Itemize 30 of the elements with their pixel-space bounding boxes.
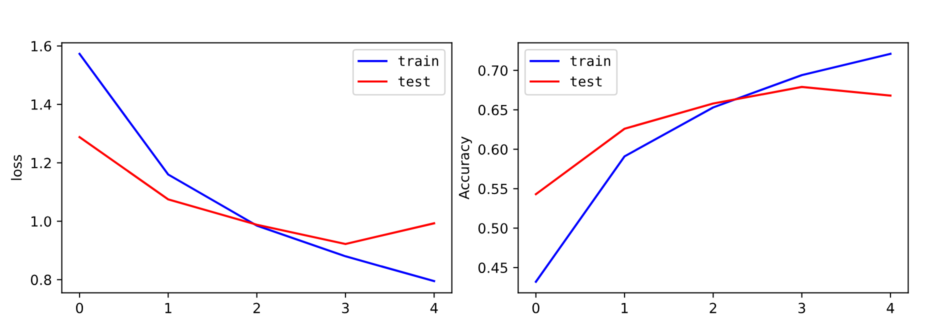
y-tick-label: 0.55: [478, 184, 508, 194]
y-axis-title: loss: [11, 155, 22, 180]
x-tick-label: 4: [886, 302, 894, 314]
line-series: [534, 52, 892, 283]
y-axis-title: Accuracy: [458, 136, 472, 200]
legend-label: test: [570, 76, 602, 87]
x-tick-label: 1: [165, 302, 172, 314]
y-tick-label: 0.65: [478, 104, 508, 116]
y-tick-label: 0.60: [478, 144, 508, 155]
line-series: [534, 86, 892, 196]
x-tick-label: 2: [253, 302, 260, 314]
x-tick-label: 0: [76, 302, 84, 314]
y-tick-label: 1.6: [32, 40, 52, 52]
y-tick-label: 0.45: [478, 262, 508, 274]
legend-label: train: [570, 55, 610, 66]
x-tick-label: 2: [710, 302, 716, 314]
x-tick-label: 3: [342, 302, 349, 314]
y-tick-label: 1.0: [32, 216, 52, 227]
y-tick-label: 1.2: [32, 158, 51, 168]
legend-label: test: [398, 76, 430, 87]
x-tick-label: 3: [798, 302, 806, 314]
x-tick-label: 4: [430, 302, 438, 314]
y-tick-label: 1.4: [32, 100, 52, 110]
y-tick-label: 0.50: [478, 223, 508, 234]
y-tick-label: 0.8: [30, 274, 52, 286]
y-tick-label: 0.70: [478, 65, 508, 76]
line-series: [78, 136, 436, 246]
x-tick-label: 1: [622, 302, 628, 314]
legend-label: train: [398, 55, 438, 66]
x-tick-label: 0: [532, 302, 540, 314]
